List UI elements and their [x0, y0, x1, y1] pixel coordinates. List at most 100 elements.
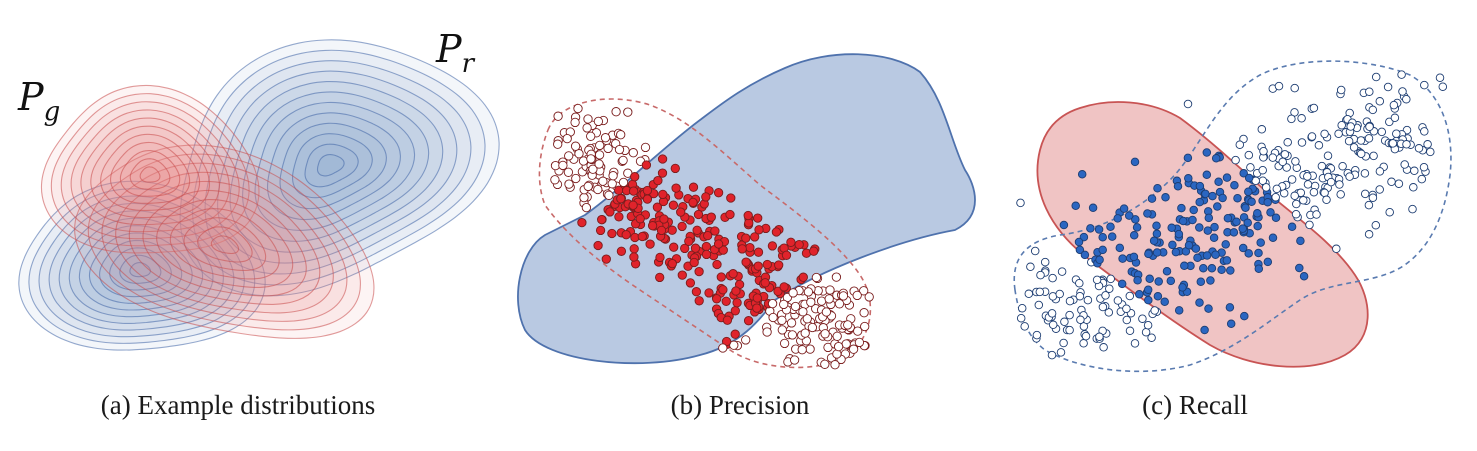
real-sample-in-support — [1143, 285, 1153, 294]
real-sample-in-support — [1131, 215, 1140, 224]
generated-sample-outside-support — [564, 179, 574, 189]
generated-sample-in-support — [762, 259, 772, 270]
real-sample-in-support — [1071, 201, 1080, 211]
real-sample-in-support — [1124, 211, 1134, 220]
real-sample-outside-support — [1360, 169, 1370, 178]
generated-sample-outside-support — [789, 355, 800, 365]
real-sample-in-support — [1218, 193, 1227, 203]
generated-sample-outside-support — [833, 341, 844, 352]
generated-sample-outside-support — [859, 308, 869, 318]
generated-sample-in-support — [781, 250, 792, 260]
generated-sample-in-support — [743, 316, 754, 326]
generated-sample-outside-support — [564, 151, 574, 161]
real-sample-in-support — [1195, 181, 1205, 191]
real-sample-outside-support — [1435, 73, 1445, 82]
real-contour-level-8-0 — [279, 122, 387, 210]
generated-sample-in-support — [652, 202, 663, 212]
real-sample-outside-support — [1349, 143, 1359, 152]
label-pg: Pg — [17, 75, 60, 127]
generated-sample-in-support — [786, 237, 796, 247]
generated-sample-in-support — [668, 200, 679, 210]
real-sample-outside-support — [1320, 129, 1329, 139]
real-sample-outside-support — [1337, 120, 1346, 130]
real-sample-outside-support — [1338, 161, 1347, 171]
generated-sample-in-support — [629, 252, 639, 262]
real-sample-in-support — [1202, 170, 1212, 180]
real-sample-in-support — [1225, 303, 1235, 312]
generated-contour-level-8-0 — [119, 150, 181, 197]
real-sample-outside-support — [1371, 72, 1381, 82]
generated-sample-in-support — [741, 257, 751, 267]
real-contour-level-0-0 — [179, 39, 500, 297]
real-sample-in-support — [1193, 253, 1202, 263]
real-sample-outside-support — [1258, 165, 1267, 175]
real-sample-outside-support — [1336, 190, 1345, 199]
generated-sample-outside-support — [797, 345, 807, 355]
generated-sample-in-support — [809, 246, 819, 256]
real-sample-outside-support — [1320, 188, 1329, 198]
generated-sample-outside-support — [854, 337, 865, 348]
real-sample-outside-support — [1104, 308, 1114, 317]
generated-contour-level-0-1 — [74, 144, 375, 339]
real-sample-outside-support — [1326, 177, 1336, 187]
real-sample-in-support — [1168, 240, 1177, 250]
real-sample-in-support — [1210, 222, 1219, 232]
real-sample-in-support — [1184, 174, 1193, 183]
real-sample-outside-support — [1130, 339, 1140, 348]
real-sample-outside-support — [1305, 220, 1314, 230]
real-sample-outside-support — [1371, 220, 1381, 230]
real-support-region — [517, 53, 976, 365]
generated-sample-in-support — [690, 243, 701, 253]
real-sample-in-support — [1204, 304, 1213, 313]
generated-sample-in-support — [712, 259, 722, 270]
real-sample-outside-support — [1388, 139, 1398, 148]
real-sample-outside-support — [1314, 141, 1324, 150]
real-sample-outside-support — [1113, 296, 1123, 305]
real-sample-in-support — [1161, 193, 1170, 202]
generated-sample-outside-support — [607, 179, 617, 189]
real-sample-outside-support — [1076, 315, 1085, 325]
real-sample-in-support — [1080, 250, 1090, 260]
real-sample-in-support — [1229, 228, 1239, 237]
real-sample-in-support — [1135, 289, 1144, 299]
real-sample-in-support — [1143, 209, 1152, 218]
real-sample-in-support — [1207, 264, 1217, 273]
real-sample-outside-support — [1048, 320, 1058, 330]
real-sample-outside-support — [1335, 180, 1344, 189]
generated-sample-in-support — [641, 160, 652, 170]
generated-sample-in-support — [725, 209, 735, 220]
generated-sample-outside-support — [798, 307, 808, 317]
real-sample-outside-support — [1414, 144, 1424, 153]
real-sample-outside-support — [1020, 322, 1029, 331]
real-sample-in-support — [1263, 197, 1272, 207]
real-sample-in-support — [1296, 236, 1305, 246]
generated-sample-in-support — [607, 228, 617, 239]
generated-contour-level-2-0 — [60, 101, 240, 240]
generated-sample-in-support — [630, 172, 640, 182]
real-sample-outside-support — [1426, 147, 1435, 157]
real-sample-in-support — [1153, 292, 1163, 301]
real-sample-outside-support — [1143, 320, 1153, 330]
generated-sample-in-support — [701, 241, 712, 252]
generated-sample-in-support — [750, 232, 760, 242]
real-sample-outside-support — [1387, 177, 1396, 187]
real-sample-outside-support — [1244, 150, 1254, 160]
generated-sample-outside-support — [574, 149, 584, 159]
generated-sample-in-support — [635, 214, 645, 224]
generated-sample-in-support — [677, 270, 687, 280]
generated-sample-outside-support — [830, 360, 840, 370]
generated-sample-in-support — [637, 231, 647, 242]
generated-sample-in-support — [771, 227, 782, 237]
real-sample-outside-support — [1397, 70, 1406, 79]
real-sample-outside-support — [1292, 199, 1301, 209]
generated-sample-in-support — [732, 298, 742, 308]
real-sample-outside-support — [1278, 157, 1287, 167]
generated-contour-level-7-0 — [110, 141, 191, 204]
generated-sample-outside-support — [824, 294, 834, 304]
generated-contour-level-1-0 — [50, 93, 250, 247]
real-sample-outside-support — [1364, 200, 1374, 210]
generated-sample-in-support — [716, 272, 726, 282]
real-sample-outside-support — [1303, 172, 1312, 181]
generated-sample-in-support — [647, 221, 658, 231]
